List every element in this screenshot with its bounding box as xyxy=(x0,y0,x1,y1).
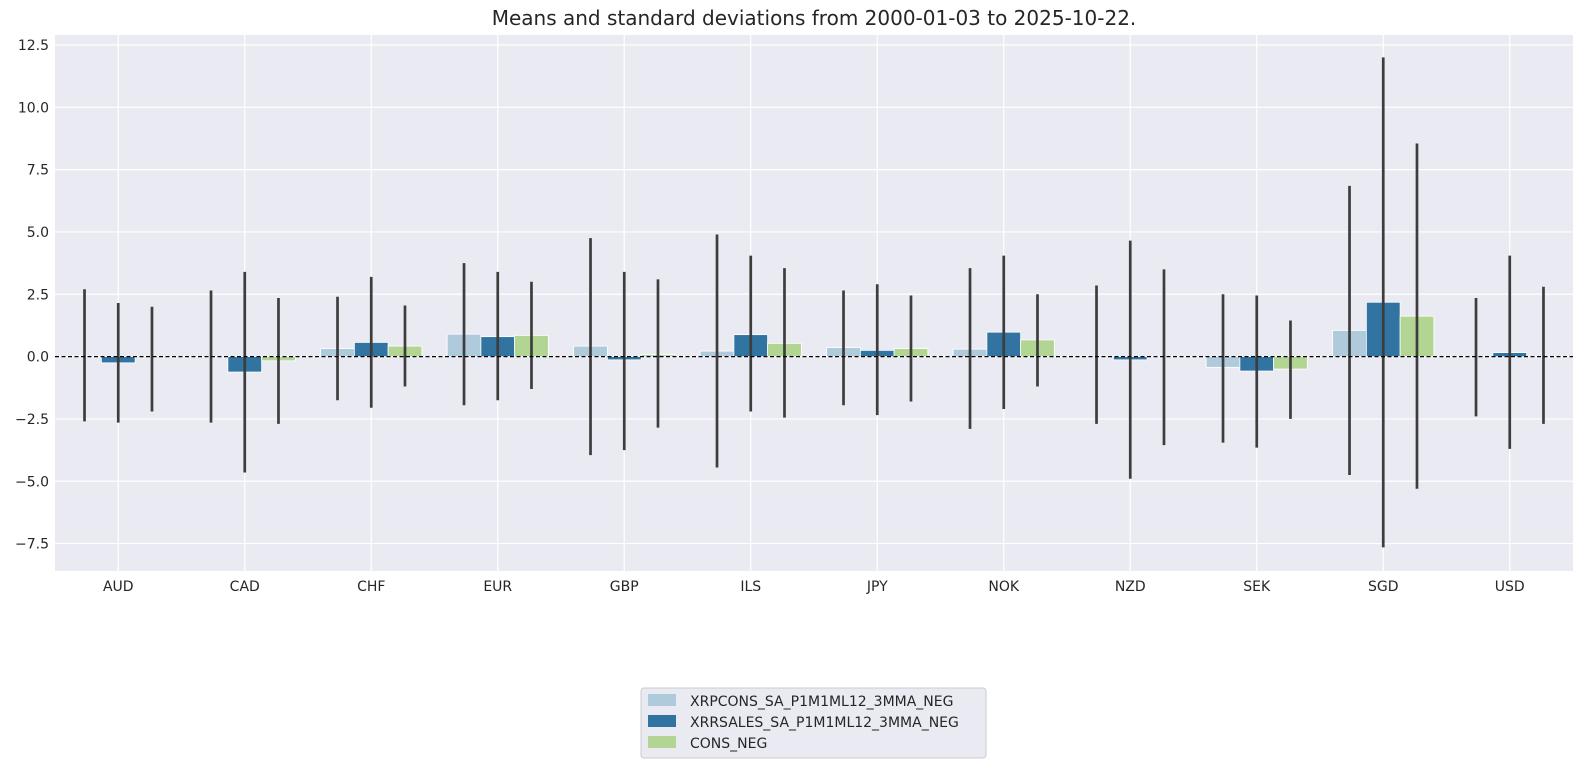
legend-box xyxy=(640,687,987,759)
y-tick-label: −2.5 xyxy=(15,412,49,428)
legend-swatch-xrrsales xyxy=(648,715,676,727)
legend: XRPCONS_SA_P1M1ML12_3MMA_NEG XRRSALES_SA… xyxy=(640,687,987,759)
legend-swatch-cons-neg xyxy=(648,736,676,748)
x-axis-ticks: AUD CAD CHF EUR GBP ILS JPY NOK NZD SEK SGD USD xyxy=(103,579,1525,595)
y-tick-label: −5.0 xyxy=(15,474,49,490)
legend-label-xrpcons: XRPCONS_SA_P1M1ML12_3MMA_NEG xyxy=(690,694,953,710)
x-tick-label-aud: AUD xyxy=(103,579,134,595)
y-tick-label: 7.5 xyxy=(27,163,49,179)
y-tick-label: 0.0 xyxy=(27,350,49,366)
x-tick-label-usd: USD xyxy=(1495,579,1525,595)
x-tick-label-cad: CAD xyxy=(230,579,260,595)
x-tick-label-sgd: SGD xyxy=(1368,579,1399,595)
y-axis-ticks: −7.5 −5.0 −2.5 0.0 2.5 5.0 7.5 10.0 12.5 xyxy=(15,38,49,553)
y-tick-label: 12.5 xyxy=(18,38,49,54)
y-tick-label: 5.0 xyxy=(27,225,49,241)
x-tick-label-eur: EUR xyxy=(483,579,512,595)
y-tick-label: 2.5 xyxy=(27,287,49,303)
legend-swatch-xrpcons xyxy=(648,694,676,706)
legend-label-cons-neg: CONS_NEG xyxy=(690,736,767,752)
error-bars xyxy=(83,57,1545,548)
x-tick-label-nzd: NZD xyxy=(1115,579,1146,595)
legend-label-xrrsales: XRRSALES_SA_P1M1ML12_3MMA_NEG xyxy=(690,715,959,731)
x-tick-label-chf: CHF xyxy=(357,579,385,595)
x-tick-label-jpy: JPY xyxy=(866,579,888,595)
chart-title: Means and standard deviations from 2000-… xyxy=(492,6,1137,30)
x-tick-label-sek: SEK xyxy=(1243,579,1271,595)
x-tick-label-nok: NOK xyxy=(988,579,1019,595)
y-tick-label: 10.0 xyxy=(18,100,49,116)
x-tick-label-gbp: GBP xyxy=(610,579,639,595)
y-tick-label: −7.5 xyxy=(15,537,49,553)
plot-background xyxy=(55,35,1573,571)
x-tick-label-ils: ILS xyxy=(740,579,761,595)
